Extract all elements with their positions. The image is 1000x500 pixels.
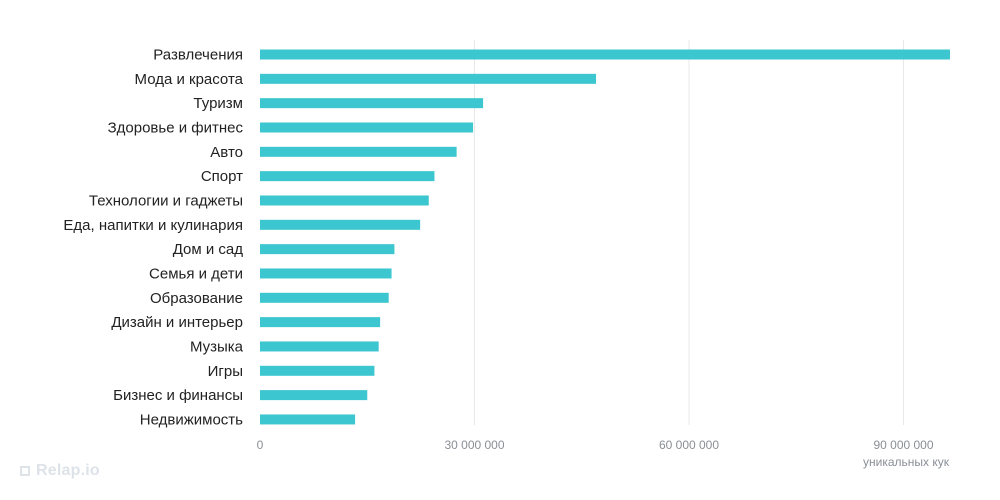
category-labels: Развлечения Мода и красота Туризм Здоровье … <box>63 47 243 429</box>
category-label: Здоровье и фитнес <box>108 119 244 136</box>
bar <box>260 73 597 84</box>
category-label: Развлечения <box>153 47 243 64</box>
x-axis-tick-labels: 0 30 000 000 60 000 000 90 000 000 <box>257 438 934 452</box>
category-label: Туризм <box>193 95 243 112</box>
bar <box>260 171 435 182</box>
category-label: Бизнес и финансы <box>113 387 243 404</box>
bar <box>260 390 368 401</box>
bar <box>260 317 381 328</box>
category-label: Мода и красота <box>135 71 244 88</box>
bar <box>260 244 395 255</box>
bar <box>260 365 375 376</box>
relap-logo-icon <box>20 466 30 476</box>
category-label: Дизайн и интерьер <box>111 314 243 331</box>
gridlines <box>474 40 904 425</box>
x-tick-label: 90 000 000 <box>873 438 933 452</box>
bar <box>260 292 389 303</box>
category-label: Спорт <box>201 168 243 185</box>
watermark-text: Relap.io <box>36 462 100 479</box>
bar <box>260 414 356 425</box>
relap-watermark: Relap.io <box>18 462 100 480</box>
bar <box>260 268 392 279</box>
category-label: Игры <box>208 363 243 380</box>
category-label: Авто <box>210 144 243 161</box>
bar <box>260 49 950 60</box>
bar <box>260 122 474 133</box>
category-label: Дом и сад <box>173 241 244 258</box>
category-label: Семья и дети <box>149 265 243 282</box>
category-label: Музыка <box>190 338 244 355</box>
x-tick-label: 0 <box>257 438 264 452</box>
x-tick-label: 30 000 000 <box>444 438 504 452</box>
x-axis-label: уникальных кук <box>863 455 950 469</box>
category-label: Технологии и гаджеты <box>89 192 243 209</box>
x-tick-label: 60 000 000 <box>659 438 719 452</box>
bar <box>260 146 457 157</box>
bar <box>260 195 429 206</box>
category-label: Недвижимость <box>140 411 243 428</box>
bars <box>260 49 950 425</box>
category-label: Образование <box>150 290 243 307</box>
bar <box>260 341 379 352</box>
category-label: Еда, напитки и кулинария <box>63 217 243 234</box>
bar <box>260 219 421 230</box>
bar <box>260 98 484 109</box>
